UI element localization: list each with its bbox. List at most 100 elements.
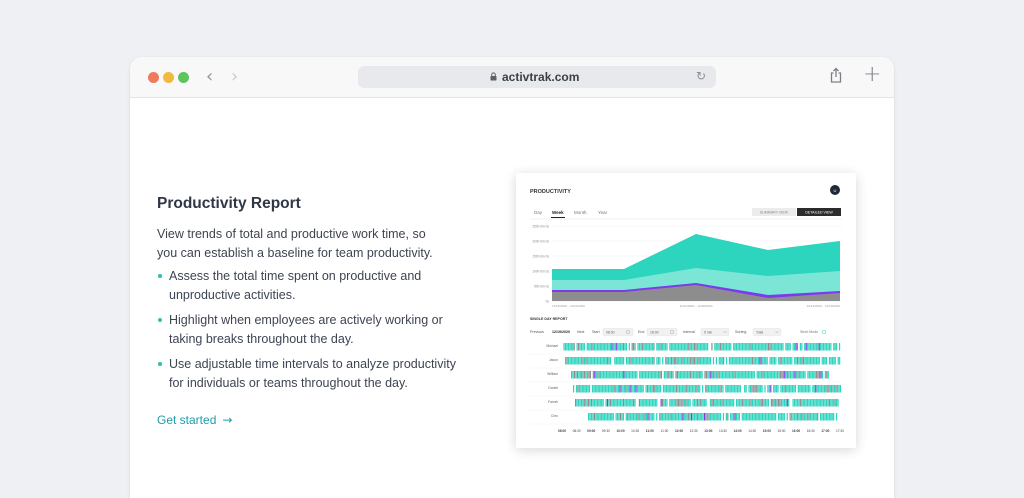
activity-segment [721,399,723,407]
end-time-input[interactable] [646,328,678,336]
time-tick-label: 08:30 [573,429,581,433]
activity-segment [797,385,799,393]
activity-segment [668,371,670,379]
activity-segment [743,371,745,379]
activity-segment [783,343,786,351]
close-window-button[interactable] [148,72,159,83]
activity-segment [756,357,758,365]
activity-segment [686,343,688,351]
activity-segment [801,371,803,379]
activity-segment [665,357,667,365]
activity-segment [610,371,612,379]
activity-segment [721,413,723,421]
activity-segment [757,343,759,351]
activity-segment [782,371,784,379]
time-tick-label: 14:30 [748,429,756,433]
activity-segment [630,413,632,421]
activity-segment [654,413,656,421]
activity-segment [821,371,824,379]
activity-segment [641,385,643,393]
interval-select[interactable] [700,328,730,336]
activity-segment [775,371,777,379]
activity-segment [667,413,669,421]
activity-segment [824,343,826,351]
chevron-left-icon[interactable]: ‹ [206,66,214,87]
activity-segment [725,385,727,393]
reload-icon[interactable]: ↻ [696,69,707,83]
activity-segment [673,357,675,365]
next-button[interactable]: Next [577,330,584,334]
share-icon[interactable] [830,67,842,83]
tab-day[interactable]: Day [534,210,543,215]
detailed-view-label: DETAILED VIEW [805,211,833,215]
activity-segment [750,343,752,351]
activity-segment [712,385,714,393]
avatar[interactable] [830,185,840,195]
activity-segment [569,343,571,351]
activity-segment [711,357,713,365]
activity-segment [693,413,696,421]
activity-segment [808,413,810,421]
activity-segment [640,371,642,379]
minimize-window-button[interactable] [163,72,174,83]
activity-segment [709,385,711,393]
activity-segment [627,413,629,421]
activity-segment [679,357,681,365]
activity-segment [804,357,806,365]
activity-segment [754,413,756,421]
maximize-window-button[interactable] [178,72,189,83]
start-time-input[interactable] [602,328,634,336]
summary-view-button[interactable] [752,208,796,216]
activity-segment [818,385,820,393]
activity-segment [788,371,790,379]
activity-segment [740,399,742,407]
activity-segment [727,399,729,407]
activity-segment [586,343,588,351]
activity-segment [577,343,580,351]
activity-segment [625,357,628,365]
get-started-link[interactable]: Get started → [157,413,232,427]
activity-segment [615,343,617,351]
chevron-right-icon[interactable]: › [231,66,239,87]
address-bar[interactable]: activtrak.com ↻ [358,66,716,88]
activity-segment [595,413,597,421]
tab-month[interactable]: Month [574,210,587,215]
time-tick-label: 14:00 [734,429,742,433]
activity-segment [760,385,762,393]
activity-segment [799,357,802,365]
activity-segment [785,371,787,379]
activity-segment [615,399,617,407]
activity-segment [614,371,616,379]
activity-segment [672,343,674,351]
activity-segment [653,413,655,421]
sorting-select[interactable] [752,328,782,336]
activity-segment [751,343,754,351]
activity-segment [659,357,661,365]
detailed-view-button[interactable] [797,208,841,216]
activity-segment [677,385,679,393]
activity-segment [734,357,736,365]
activity-segment [766,371,768,379]
time-tick-label: 09:30 [602,429,610,433]
activity-segment [765,371,767,379]
activity-segment [688,413,690,421]
activity-segment [627,399,629,407]
activity-segment [662,371,664,379]
activity-segment [588,371,590,379]
tab-year[interactable]: Year [598,210,608,215]
activity-segment [795,343,797,351]
activity-segment [588,399,590,407]
activity-segment [617,343,619,351]
activity-segment [792,371,795,379]
plus-icon[interactable]: + [863,62,882,87]
strict-mode-toggle[interactable]: Strict Mode [800,330,818,334]
activity-segment [764,413,767,421]
activity-segment [701,343,703,351]
activity-segment [796,385,798,393]
activity-segment [698,343,700,351]
activity-segment [650,413,652,421]
activity-segment [599,343,601,351]
activity-segment [815,399,817,407]
previous-button[interactable]: Previous [530,330,544,334]
tab-week[interactable]: Week [552,210,564,215]
